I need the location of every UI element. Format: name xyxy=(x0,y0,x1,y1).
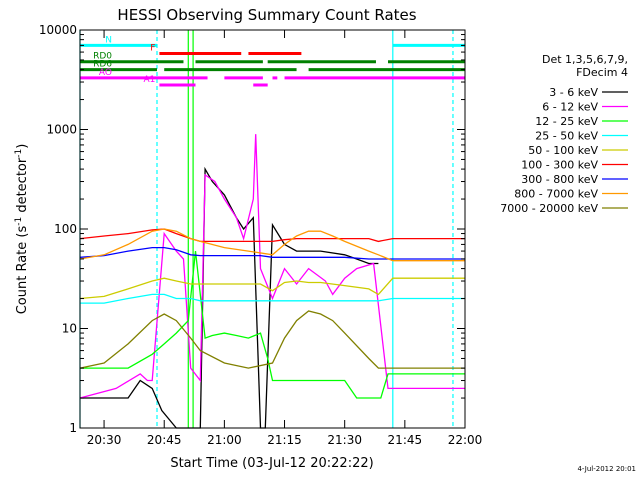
x-axis-label: Start Time (03-Jul-12 20:22:22) xyxy=(170,456,373,471)
series-line-0 xyxy=(80,166,379,429)
series-line-6 xyxy=(79,246,465,260)
legend-header-line-1: Det 1,3,5,6,7,9, xyxy=(542,53,628,66)
y-axis-label: Count Rate (s-1 detector-1) xyxy=(14,144,30,315)
y-tick-label-2: 100 xyxy=(54,222,77,236)
x-tick-label-1: 20:45 xyxy=(147,433,182,447)
legend-label-4: 50 - 100 keV xyxy=(528,144,598,157)
flag-label-0: N xyxy=(105,35,112,45)
legend-label-0: 3 - 6 keV xyxy=(549,86,598,99)
y-axis-label-sup-2: -1 xyxy=(14,149,24,158)
legend-label-2: 12 - 25 keV xyxy=(535,115,598,128)
legend: Det 1,3,5,6,7,9, FDecim 4 3 - 6 keV 6 - 1… xyxy=(500,53,628,215)
x-tick-label-4: 21:30 xyxy=(327,433,362,447)
series-line-4 xyxy=(79,277,465,300)
x-tick-label-0: 20:30 xyxy=(87,433,122,447)
series-line-5 xyxy=(79,228,465,243)
series-line-8 xyxy=(79,310,465,369)
chart-title: HESSI Observing Summary Count Rates xyxy=(117,6,416,24)
flag-label-3: RD6 xyxy=(93,60,112,70)
series-line-1 xyxy=(79,134,465,399)
x-tick-label-5: 21:45 xyxy=(388,433,423,447)
y-axis-label-mid: detector xyxy=(15,157,30,217)
y-axis-label-end: ) xyxy=(15,144,30,149)
legend-label-5: 100 - 300 keV xyxy=(521,159,598,172)
legend-label-6: 300 - 800 keV xyxy=(521,173,598,186)
legend-label-7: 800 - 7000 keV xyxy=(514,188,598,201)
x-tick-label-2: 21:00 xyxy=(207,433,242,447)
flag-label-5: A1 xyxy=(144,75,156,85)
x-tick-label-6: 22:00 xyxy=(448,433,483,447)
y-axis-label-base: Count Rate (s xyxy=(15,226,30,315)
x-tick-label-3: 21:15 xyxy=(267,433,302,447)
legend-label-3: 25 - 50 keV xyxy=(535,130,598,143)
legend-label-1: 6 - 12 keV xyxy=(542,101,598,114)
flag-label-4: AO xyxy=(99,68,112,78)
y-axis: 1 10 100 1000 10000 xyxy=(39,23,465,435)
legend-header-line-2: FDecim 4 xyxy=(576,66,628,79)
series-line-2 xyxy=(80,251,465,399)
x-axis: 20:30 20:45 21:00 21:15 21:30 21:45 22:00 xyxy=(87,30,483,447)
y-tick-label-4: 10000 xyxy=(39,23,77,37)
series-line-3 xyxy=(80,293,465,304)
y-tick-label-3: 1000 xyxy=(46,123,77,137)
y-tick-label-1: 10 xyxy=(62,322,77,336)
generation-timestamp: 4-Jul-2012 20:01 xyxy=(577,465,636,473)
flag-label-2: RD0 xyxy=(93,52,112,62)
legend-label-8: 7000 - 20000 keV xyxy=(500,202,598,215)
y-tick-label-0: 1 xyxy=(69,421,77,435)
series-line-7 xyxy=(79,228,465,262)
flag-label-1: F xyxy=(150,44,155,54)
y-axis-label-sup-1: -1 xyxy=(14,217,24,226)
